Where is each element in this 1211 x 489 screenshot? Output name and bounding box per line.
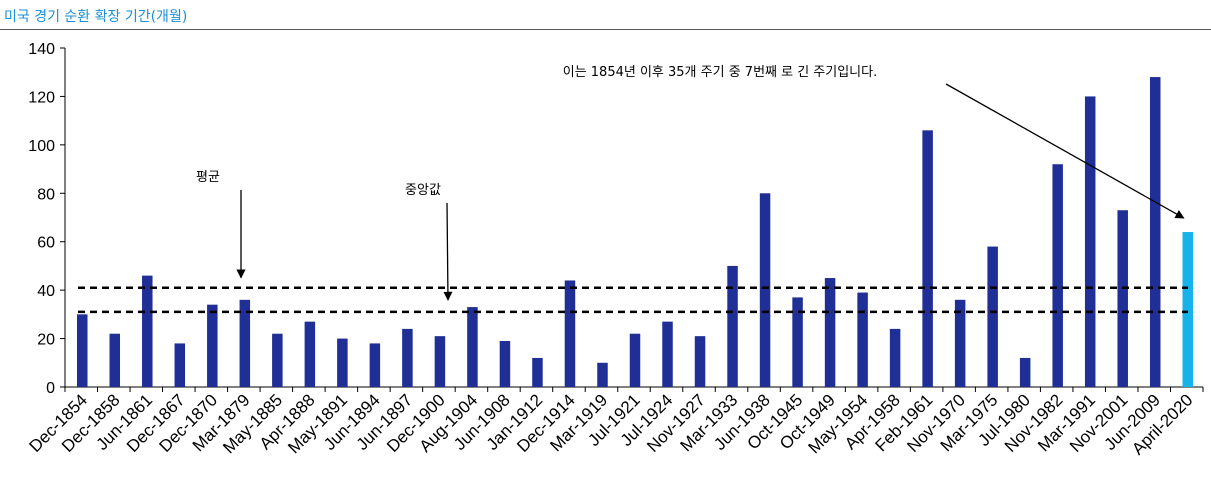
- bar-Jun-1861: [142, 275, 153, 387]
- bar-May-1885: [272, 333, 283, 387]
- highlight-arrow: [945, 83, 1185, 219]
- bar-Jul-1980: [1019, 357, 1031, 387]
- y-tick-label: 120: [28, 89, 55, 106]
- bar-Oct-1945: [792, 297, 803, 387]
- bar-Oct-1949: [824, 278, 836, 387]
- bar-Dec-1858: [109, 333, 121, 387]
- title-divider: [0, 29, 1211, 30]
- median-arrow: [443, 202, 453, 301]
- bar-Aug-1904: [467, 307, 478, 387]
- bar-Jul-1924: [662, 321, 673, 387]
- bar-Mar-1933: [727, 265, 738, 387]
- y-tick-label: 20: [37, 332, 55, 349]
- median-label: 중앙값: [405, 183, 441, 198]
- bar-Nov-1970: [954, 299, 966, 387]
- y-tick-label: 140: [28, 41, 55, 58]
- y-tick-label: 100: [28, 138, 55, 155]
- bar-Nov-1982: [1052, 164, 1063, 387]
- y-tick-label: 60: [37, 235, 55, 252]
- bar-Mar-1975: [987, 246, 998, 387]
- bar-series: [77, 77, 1193, 388]
- highlight-annotation: 이는 1854년 이후 35개 주기 중 7번째 로 긴 주기입니다.: [563, 65, 878, 80]
- chart-title: 미국 경기 순환 확장 기간(개월): [4, 9, 188, 25]
- bar-May-1954: [857, 292, 868, 387]
- bar-Mar-1991: [1084, 96, 1096, 387]
- bar-Jun-1897: [402, 328, 413, 387]
- bar-Dec-1867: [174, 343, 186, 387]
- mean-label: 평균: [196, 170, 220, 185]
- bar-Dec-1914: [564, 280, 576, 387]
- bar-May-1891: [337, 338, 348, 387]
- bar-Jun-1938: [759, 193, 771, 387]
- y-axis: 0 20 40 60 80 100 120 140: [28, 41, 66, 397]
- bar-Apr-1958: [889, 328, 901, 387]
- bar-Jul-1921: [629, 333, 641, 387]
- y-tick-label: 80: [37, 186, 55, 203]
- bar-April-2020: [1182, 232, 1193, 387]
- y-tick-label: 0: [46, 380, 55, 397]
- x-axis: Dec-1854Dec-1858Jun-1861Dec-1867Dec-1870…: [26, 386, 1204, 459]
- bar-Mar-1879: [239, 299, 251, 387]
- bar-Dec-1854: [77, 314, 88, 387]
- bar-Feb-1961: [922, 130, 933, 388]
- bar-Jan-1912: [532, 357, 543, 387]
- y-tick-label: 40: [37, 283, 55, 300]
- bar-Jun-1894: [369, 343, 381, 387]
- bar-Apr-1888: [304, 321, 316, 387]
- bar-Mar-1919: [597, 362, 608, 387]
- bar-Nov-2001: [1117, 210, 1128, 387]
- reference-lines: [78, 286, 1188, 314]
- bar-Dec-1900: [434, 336, 446, 387]
- bar-Nov-1927: [694, 336, 706, 387]
- bar-Jun-1908: [499, 340, 511, 387]
- bar-Dec-1870: [207, 304, 218, 387]
- bar-Jun-2009: [1149, 77, 1161, 388]
